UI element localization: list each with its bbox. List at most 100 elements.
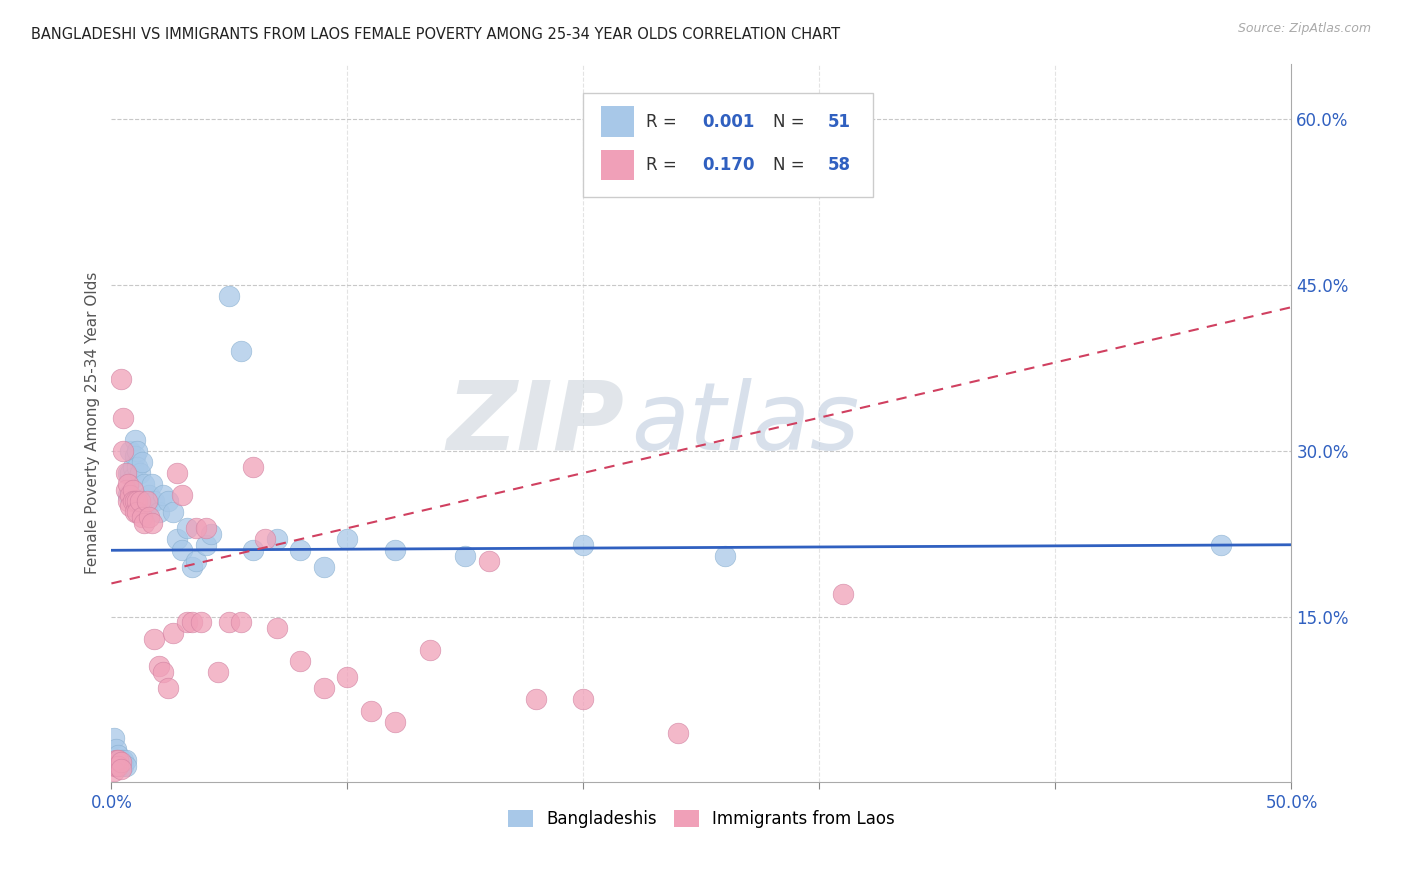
Point — [107, 753, 129, 767]
Point — [180, 559, 202, 574]
Point — [103, 731, 125, 746]
Point — [124, 505, 146, 519]
Point — [112, 410, 135, 425]
Point — [152, 488, 174, 502]
Point — [157, 681, 180, 696]
Point — [105, 758, 128, 772]
Point — [120, 466, 142, 480]
Point — [162, 505, 184, 519]
Point — [186, 554, 208, 568]
Text: 58: 58 — [828, 155, 851, 174]
Point — [138, 510, 160, 524]
Point — [666, 725, 689, 739]
Point — [218, 289, 240, 303]
Point — [127, 443, 149, 458]
Text: Source: ZipAtlas.com: Source: ZipAtlas.com — [1237, 22, 1371, 36]
Point — [419, 642, 441, 657]
Point — [242, 460, 264, 475]
Point — [121, 483, 143, 497]
Point — [141, 477, 163, 491]
Point — [152, 665, 174, 679]
Point — [148, 659, 170, 673]
Bar — [602, 106, 634, 136]
Point — [117, 488, 139, 502]
Point — [110, 753, 132, 767]
Y-axis label: Female Poverty Among 25-34 Year Olds: Female Poverty Among 25-34 Year Olds — [86, 272, 100, 574]
FancyBboxPatch shape — [583, 93, 873, 197]
Point — [142, 493, 165, 508]
Point — [166, 533, 188, 547]
Point — [107, 758, 129, 772]
Point — [266, 621, 288, 635]
Text: ZIP: ZIP — [447, 376, 624, 470]
Point — [176, 521, 198, 535]
Point — [112, 758, 135, 772]
Point — [194, 538, 217, 552]
Point — [832, 587, 855, 601]
Point — [107, 747, 129, 762]
Text: R =: R = — [645, 112, 682, 130]
Point — [242, 543, 264, 558]
Text: 0.001: 0.001 — [703, 112, 755, 130]
Point — [105, 742, 128, 756]
Point — [127, 505, 149, 519]
Point — [290, 543, 312, 558]
Point — [117, 493, 139, 508]
Point — [524, 692, 547, 706]
Point — [120, 488, 142, 502]
Point — [120, 499, 142, 513]
Point — [131, 455, 153, 469]
Point — [134, 477, 156, 491]
Point — [135, 493, 157, 508]
Point — [162, 626, 184, 640]
Point — [114, 753, 136, 767]
Point — [572, 692, 595, 706]
Point — [194, 521, 217, 535]
Point — [117, 466, 139, 480]
Point — [1209, 538, 1232, 552]
Point — [157, 493, 180, 508]
Point — [384, 543, 406, 558]
Point — [454, 549, 477, 563]
Point — [114, 758, 136, 772]
Point — [200, 526, 222, 541]
Point — [131, 510, 153, 524]
Point — [124, 433, 146, 447]
Point — [360, 704, 382, 718]
Point — [120, 443, 142, 458]
Point — [266, 533, 288, 547]
Point — [128, 493, 150, 508]
Point — [336, 533, 359, 547]
Point — [105, 753, 128, 767]
Point — [127, 460, 149, 475]
Point — [478, 554, 501, 568]
Point — [141, 516, 163, 530]
Text: BANGLADESHI VS IMMIGRANTS FROM LAOS FEMALE POVERTY AMONG 25-34 YEAR OLDS CORRELA: BANGLADESHI VS IMMIGRANTS FROM LAOS FEMA… — [31, 27, 839, 42]
Point — [218, 615, 240, 629]
Point — [110, 756, 132, 770]
Point — [121, 471, 143, 485]
Point — [253, 533, 276, 547]
Text: R =: R = — [645, 155, 682, 174]
Text: N =: N = — [773, 155, 810, 174]
Point — [312, 681, 335, 696]
Point — [103, 764, 125, 779]
Point — [124, 450, 146, 464]
Text: 51: 51 — [828, 112, 851, 130]
Point — [112, 753, 135, 767]
Point — [172, 543, 194, 558]
Legend: Bangladeshis, Immigrants from Laos: Bangladeshis, Immigrants from Laos — [502, 804, 901, 835]
Point — [180, 615, 202, 629]
Point — [336, 670, 359, 684]
Point — [124, 493, 146, 508]
Point — [172, 488, 194, 502]
Point — [186, 521, 208, 535]
Point — [231, 615, 253, 629]
Point — [135, 499, 157, 513]
Point — [110, 372, 132, 386]
Point — [110, 762, 132, 776]
Text: 0.170: 0.170 — [703, 155, 755, 174]
Point — [127, 493, 149, 508]
Point — [190, 615, 212, 629]
Point — [166, 466, 188, 480]
